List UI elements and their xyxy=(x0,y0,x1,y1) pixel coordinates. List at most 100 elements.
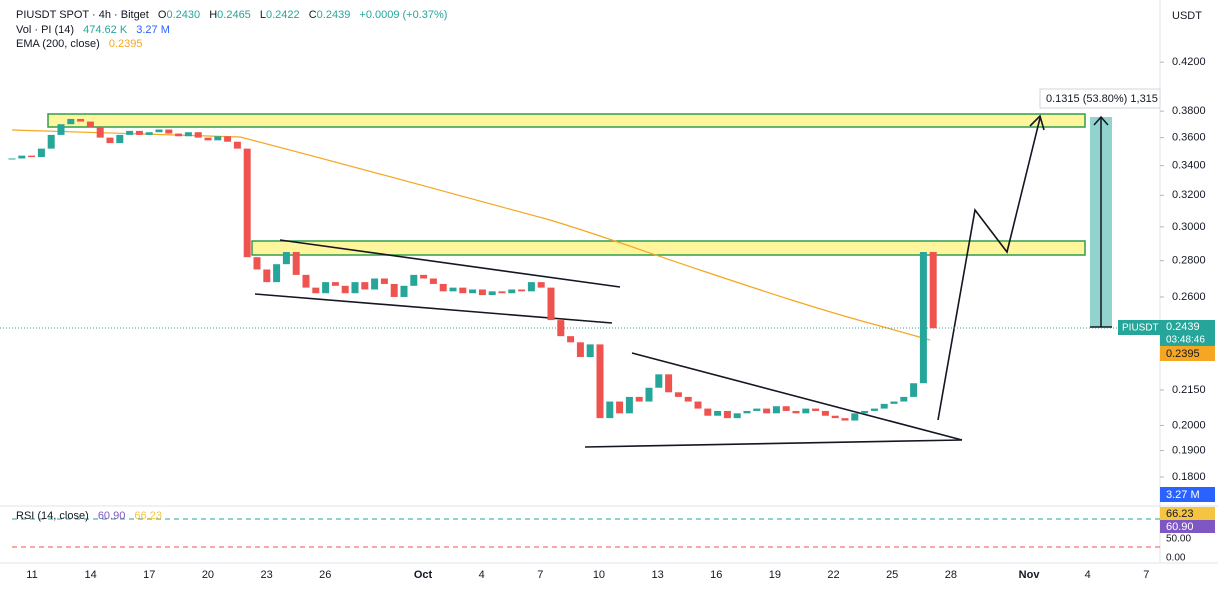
candle xyxy=(77,118,85,122)
high: 0.2465 xyxy=(217,9,251,21)
x-tick-label: 11 xyxy=(26,569,37,581)
measure-arrow xyxy=(1093,115,1109,126)
candle xyxy=(890,401,898,404)
resistance-zone xyxy=(47,113,1086,128)
countdown: 03:48:46 xyxy=(1166,335,1205,346)
candle xyxy=(674,392,682,397)
x-tick-label: 28 xyxy=(945,569,957,581)
candle xyxy=(184,132,192,137)
candle xyxy=(263,269,271,283)
volume-label: Vol · PI (14) xyxy=(16,24,74,36)
currency: USDT xyxy=(1172,10,1202,22)
candle xyxy=(361,282,369,290)
candle xyxy=(704,408,712,416)
candle xyxy=(204,137,212,141)
candle xyxy=(841,418,849,421)
candle xyxy=(498,291,506,294)
candle xyxy=(410,274,418,286)
candle xyxy=(537,282,545,288)
candle xyxy=(870,408,878,411)
x-tick-label: 16 xyxy=(710,569,722,581)
candle xyxy=(429,278,437,284)
rsi-badge xyxy=(1160,520,1215,533)
candle xyxy=(625,396,633,414)
candle xyxy=(812,408,820,411)
candle xyxy=(714,410,722,416)
x-tick-label: 4 xyxy=(479,569,485,581)
candle xyxy=(772,406,780,414)
candle xyxy=(282,252,290,265)
candle xyxy=(8,158,16,160)
candle xyxy=(224,136,232,142)
candle xyxy=(880,403,888,409)
candle xyxy=(420,274,428,279)
y-tick-label: 0.2000 xyxy=(1172,419,1206,431)
ema-badge-text: 0.2395 xyxy=(1166,348,1200,360)
y-tick-label: 0.3400 xyxy=(1172,160,1206,172)
candle xyxy=(547,287,555,321)
candle xyxy=(214,136,222,141)
candle xyxy=(253,257,261,270)
last-price: 0.2439 xyxy=(1166,321,1200,333)
candle xyxy=(126,130,134,135)
candle xyxy=(616,401,624,414)
rsi-legend: RSI (14, close) 60.90 66.23 xyxy=(16,510,162,522)
header: PIUSDT SPOT · 4h · Bitget O0.2430 H0.246… xyxy=(16,9,447,21)
ema-legend: EMA (200, close) 0.2395 xyxy=(16,38,142,50)
x-tick-label: 4 xyxy=(1085,569,1091,581)
rsi-tick: 0.00 xyxy=(1166,553,1186,564)
y-tick-label: 0.3000 xyxy=(1172,221,1206,233)
candle xyxy=(86,121,94,127)
x-tick-label: 26 xyxy=(319,569,331,581)
measure-lines xyxy=(1090,115,1112,328)
candle xyxy=(341,285,349,294)
candle xyxy=(18,155,26,159)
candle xyxy=(684,396,692,402)
candle xyxy=(782,406,790,411)
candle xyxy=(655,374,663,388)
candle xyxy=(900,396,908,402)
symbol-badge-text: PIUSDT xyxy=(1122,323,1159,334)
candle xyxy=(596,344,604,419)
close-label: C xyxy=(309,9,317,21)
candle xyxy=(576,342,584,357)
symbol: PIUSDT SPOT · 4h · Bitget xyxy=(16,9,149,21)
x-tick-label: 7 xyxy=(537,569,543,581)
candle xyxy=(518,289,526,292)
candle xyxy=(155,129,163,133)
candle xyxy=(233,141,241,149)
candle xyxy=(665,374,673,393)
measure-label: 0.1315 (53.80%) 1,315 xyxy=(1046,93,1158,105)
candle xyxy=(175,133,183,137)
candle xyxy=(312,287,320,294)
candle xyxy=(47,134,55,149)
candle xyxy=(508,289,516,294)
candle xyxy=(527,282,535,292)
volume-badge-text: 3.27 M xyxy=(1166,489,1200,501)
candle xyxy=(273,264,281,283)
rsi-badge-text: 60.90 xyxy=(1166,521,1194,533)
candle xyxy=(67,118,75,125)
rsi-value: 60.90 xyxy=(98,510,126,522)
candle xyxy=(488,291,496,296)
candle xyxy=(557,320,565,337)
rsi-label: RSI (14, close) xyxy=(16,510,89,522)
candle xyxy=(116,134,124,144)
candle xyxy=(753,408,761,411)
x-tick-label: 13 xyxy=(651,569,663,581)
rsi-tick: 50.00 xyxy=(1166,534,1191,545)
x-tick-label: Oct xyxy=(414,569,433,581)
trendline xyxy=(584,439,963,448)
rsi-ma-badge xyxy=(1160,507,1215,520)
x-tick-label: 25 xyxy=(886,569,898,581)
candle xyxy=(302,274,310,288)
ema-badge xyxy=(1160,346,1215,361)
y-tick-label: 0.3200 xyxy=(1172,189,1206,201)
candle xyxy=(919,252,927,384)
candle xyxy=(694,401,702,409)
close: 0.2439 xyxy=(317,9,351,21)
price-badge xyxy=(1160,320,1215,346)
candle xyxy=(380,278,388,284)
